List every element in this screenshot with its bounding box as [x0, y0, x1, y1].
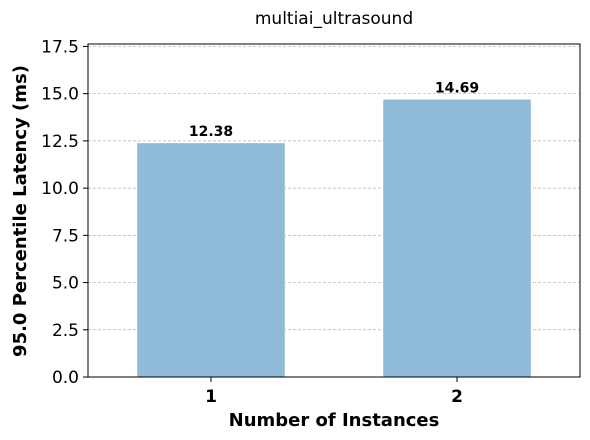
y-tick-label: 17.5 [41, 37, 79, 57]
y-tick-label: 15.0 [41, 85, 79, 105]
bar [383, 99, 531, 377]
y-tick-label: 0.0 [52, 368, 79, 388]
y-ticks: 0.0 2.5 5.0 7.5 10.0 12.5 15.0 17.5 [41, 37, 88, 388]
chart-title: multiai_ultrasound [255, 9, 413, 29]
y-tick-label: 2.5 [52, 321, 79, 341]
plot-frame [87, 43, 581, 378]
bar [137, 143, 285, 377]
bars [137, 99, 531, 377]
y-tick-label: 10.0 [41, 179, 79, 199]
bar-value-label: 12.38 [189, 124, 233, 140]
x-tick-label: 2 [451, 387, 463, 407]
y-axis-label: 95.0 Percentile Latency (ms) [10, 65, 31, 357]
y-tick-label: 12.5 [41, 132, 79, 152]
bar-value-labels: 12.38 14.69 [189, 81, 479, 141]
y-tick-label: 5.0 [52, 274, 79, 294]
bar-value-label: 14.69 [435, 81, 479, 97]
x-tick-label: 1 [205, 387, 217, 407]
y-tick-label: 7.5 [52, 226, 79, 246]
x-axis-label: Number of Instances [229, 410, 440, 431]
